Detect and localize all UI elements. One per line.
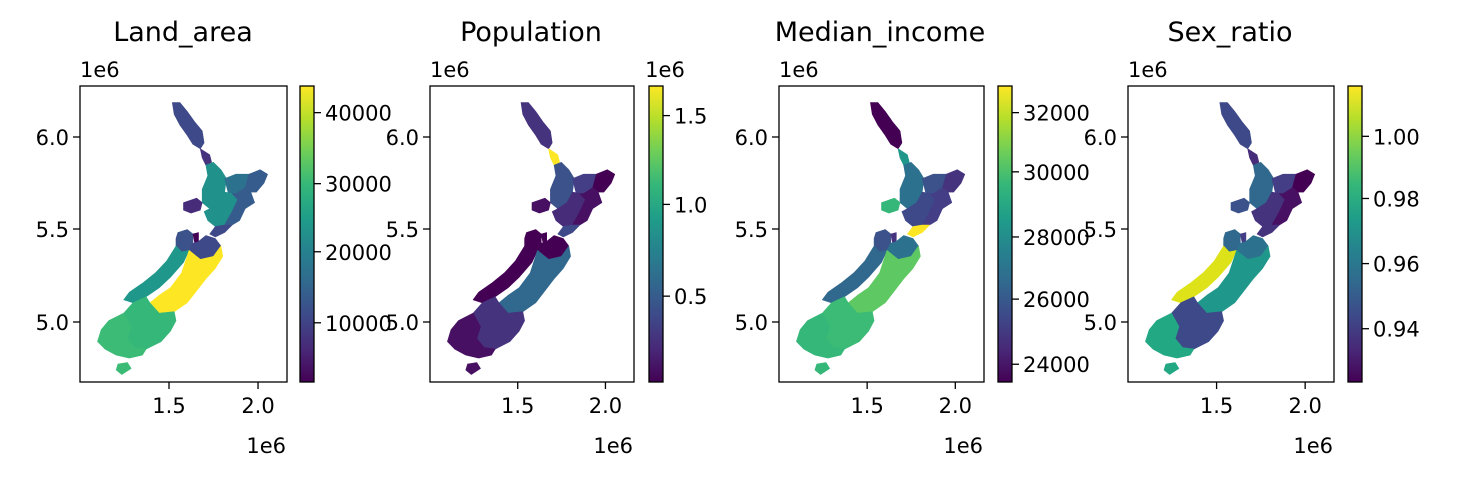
region-nelson [1240,233,1246,244]
x-offset-label: 1e6 [1293,434,1333,458]
y-tick-label: 6.0 [386,126,419,150]
x-tick-label: 2.0 [241,394,274,418]
choropleth-map [796,103,964,375]
y-tick-label: 5.0 [735,311,768,335]
panel-title: Land_area [113,17,253,48]
colorbar [998,86,1012,382]
region-northland [1220,103,1252,149]
colorbar-tick-label: 26000 [1023,288,1090,312]
region-wellington [907,225,929,237]
y-offset-label: 1e6 [1128,58,1168,82]
x-offset-label: 1e6 [246,434,286,458]
colorbar-offset-label: 1e6 [645,58,685,82]
colorbar [300,86,314,382]
panel-title: Population [460,17,602,48]
x-offset-label: 1e6 [593,434,633,458]
colorbar-tick-label: 10000 [325,312,392,336]
colorbar-tick-label: 1.00 [1373,125,1420,149]
colorbar-tick-label: 0.5 [674,285,707,309]
y-tick-label: 5.5 [735,218,768,242]
choropleth-map [447,103,614,375]
region-stewart-island [815,363,830,375]
colorbar-tick-label: 1.5 [674,105,707,129]
map-panel-land-area: Land_area 1.5 2.0 1e6 6.0 5.5 5.0 1e6 40000 30000… [36,17,392,458]
colorbar-tick-label: 24000 [1023,353,1090,377]
colorbar-tick-label: 1.0 [674,193,707,217]
region-taranaki [532,198,550,213]
region-northland [521,103,552,149]
region-auckland [549,149,560,165]
panel-title: Sex_ratio [1167,17,1292,48]
choropleth-map [98,103,268,375]
y-offset-label: 1e6 [779,58,819,82]
region-gisborne [245,170,267,192]
x-tick-label: 1.5 [152,394,185,418]
region-nelson [193,233,199,244]
map-panel-median-income: Median_income 1.5 2.0 1e6 6.0 5.5 5.0 1e6 32000 3… [735,17,1090,458]
map-panel-sex-ratio: Sex_ratio 1.5 2.0 1e6 6.0 5.5 5.0 1e6 1.00 0.98 0.… [1084,17,1420,458]
colorbar-tick-label: 40000 [325,102,392,126]
region-wellington [1257,225,1279,237]
colorbar-tick-label: 0.98 [1373,187,1420,211]
y-tick-label: 5.5 [386,218,419,242]
x-tick-label: 2.0 [589,394,622,418]
y-tick-label: 5.5 [1084,218,1117,242]
region-gisborne [943,170,965,192]
colorbar-tick-label: 32000 [1023,102,1090,126]
region-stewart-island [466,363,481,375]
y-tick-label: 6.0 [36,126,69,150]
region-stewart-island [116,363,131,375]
y-tick-label: 5.0 [1084,311,1117,335]
y-offset-label: 1e6 [80,58,120,82]
region-northland [172,103,204,149]
region-nelson [891,233,897,244]
y-tick-label: 5.0 [36,311,69,335]
colorbar-tick-label: 30000 [1023,161,1090,185]
panel-title: Median_income [775,17,986,48]
colorbar-tick-label: 30000 [325,173,392,197]
y-tick-label: 6.0 [735,126,768,150]
y-tick-label: 5.0 [386,311,419,335]
region-stewart-island [1164,363,1179,375]
region-gisborne [593,170,615,192]
x-tick-label: 1.5 [501,394,534,418]
region-taranaki [882,198,901,213]
choropleth-map [1145,103,1314,375]
region-gisborne [1292,170,1314,192]
colorbar-tick-label: 0.94 [1373,318,1420,342]
region-auckland [1248,149,1259,165]
region-auckland [898,149,909,165]
x-tick-label: 1.5 [1200,394,1233,418]
x-tick-label: 2.0 [939,394,972,418]
region-nelson [541,233,547,244]
y-tick-label: 5.5 [36,218,69,242]
region-taranaki [1231,198,1250,213]
x-tick-label: 1.5 [850,394,883,418]
region-wellington [210,225,232,237]
colorbar-tick-label: 28000 [1023,226,1090,250]
y-tick-label: 6.0 [1084,126,1117,150]
y-offset-label: 1e6 [430,58,470,82]
region-auckland [200,149,211,165]
x-offset-label: 1e6 [943,434,983,458]
map-panel-population: Population 1.5 2.0 1e6 6.0 5.5 5.0 1e6 1.5 1.0 0.5… [386,17,708,458]
colorbar [1348,86,1362,382]
colorbar-tick-label: 0.96 [1373,253,1420,277]
region-taranaki [184,198,203,213]
x-tick-label: 2.0 [1288,394,1321,418]
region-wellington [558,225,580,237]
colorbar-tick-label: 20000 [325,241,392,265]
colorbar [649,86,663,382]
region-northland [870,103,902,149]
